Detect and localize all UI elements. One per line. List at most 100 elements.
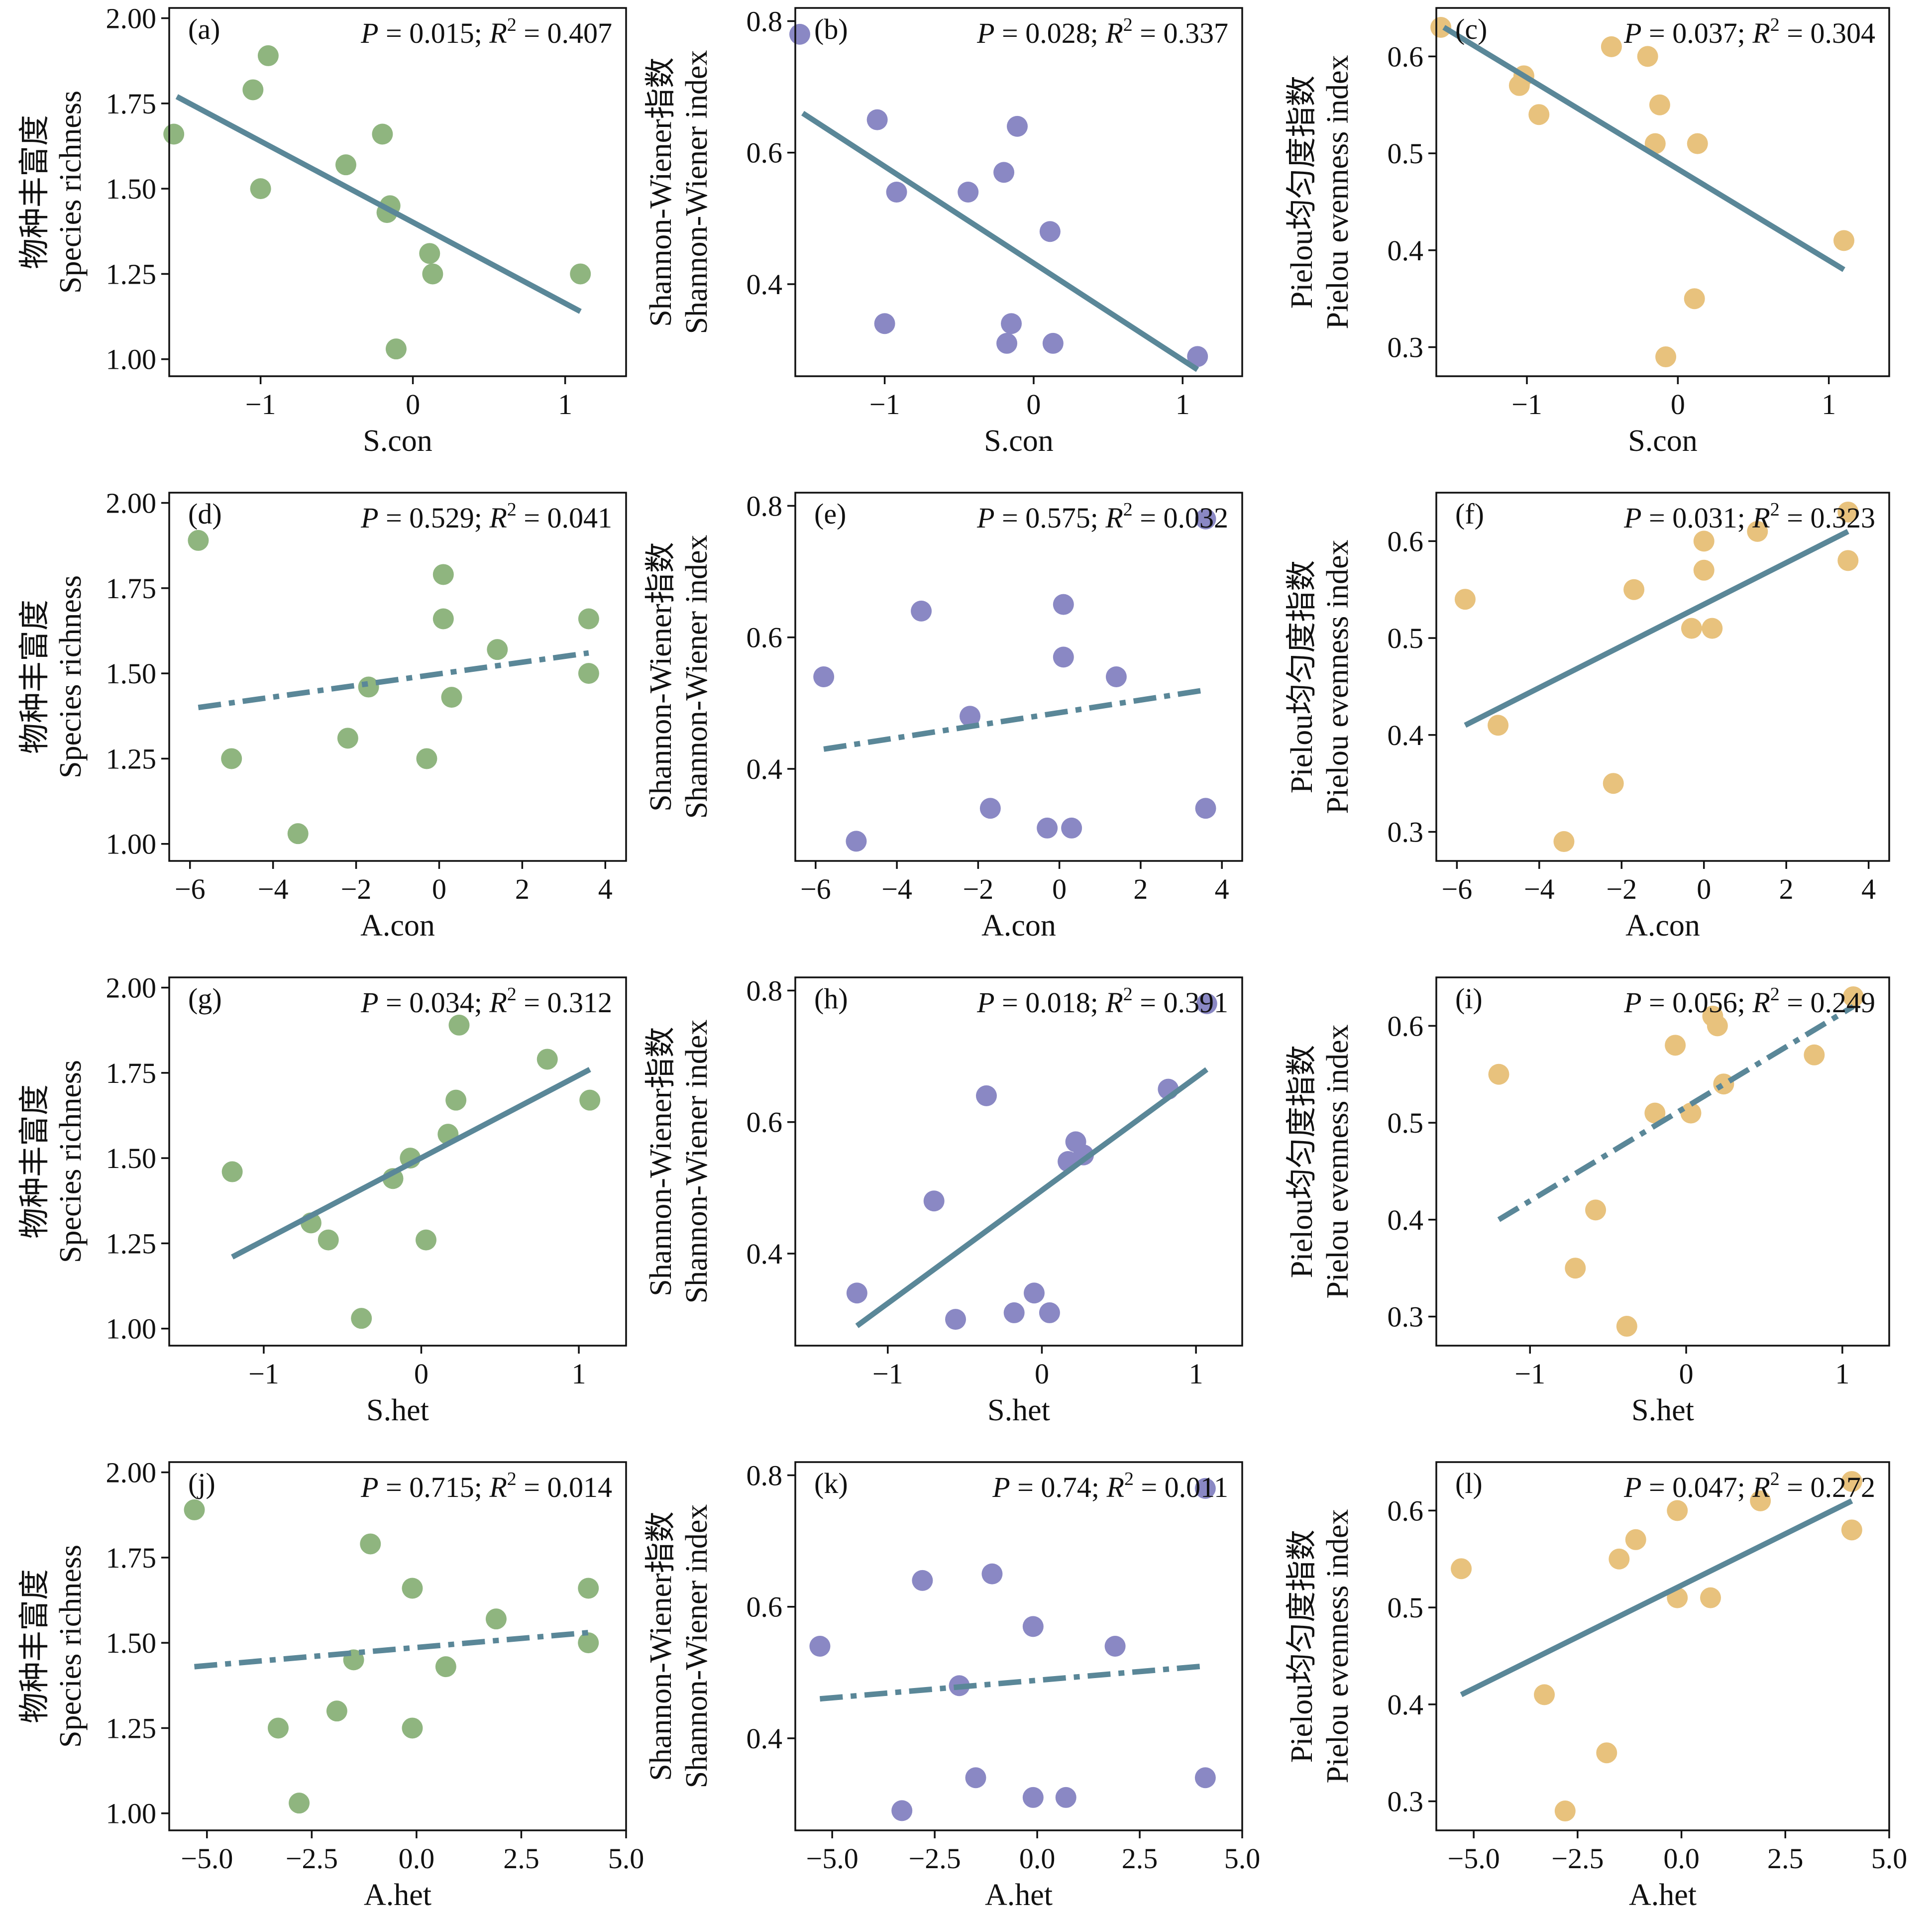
y-axis-label-en: Pielou evenness index	[1321, 1509, 1355, 1783]
r-squared-value: = 0.014	[517, 1471, 612, 1503]
data-point	[1616, 1316, 1637, 1337]
data-point	[1684, 288, 1705, 310]
y-tick-label: 1.00	[106, 828, 157, 860]
p-value: = 0.031;	[1642, 502, 1753, 534]
x-tick-label: −2	[1606, 873, 1637, 905]
fit-line	[801, 110, 1199, 372]
panel-h: −1 0 1 0.4 0.6 0.8 S.het Shannon-Wiener指数 Shanno…	[644, 974, 1243, 1427]
panel-label: (d)	[188, 498, 222, 530]
data-point	[485, 1608, 507, 1630]
x-tick-label: 1	[1176, 388, 1190, 421]
panel-g: −1 0 1 1.00 1.25 1.50 1.75 2.00 S.het 物种丰富度 Specie…	[18, 972, 627, 1427]
x-tick-label: 4	[598, 873, 613, 905]
data-point	[1194, 1478, 1216, 1499]
r-symbol: R	[1752, 986, 1770, 1019]
data-point	[1037, 817, 1058, 839]
r-symbol: R	[489, 1471, 507, 1503]
y-tick-label: 0.8	[747, 5, 783, 37]
plot-frame	[168, 1461, 627, 1831]
y-tick-label: 0.4	[747, 753, 783, 785]
fit-line	[1442, 25, 1845, 272]
fit-line-dashed	[198, 650, 589, 711]
y-axis-label-cn: 物种丰富度	[18, 115, 52, 269]
y-axis-label-cn: 物种丰富度	[18, 1084, 52, 1239]
y-tick-label: 2.00	[106, 1457, 157, 1489]
r-squared-value: = 0.312	[517, 986, 612, 1019]
y-axis-label-cn: 物种丰富度	[18, 1569, 52, 1723]
data-point	[1649, 94, 1670, 115]
plot-frame	[1435, 976, 1890, 1347]
x-tick-label: −4	[1524, 873, 1555, 905]
y-tick-label: 1.25	[106, 1227, 157, 1260]
r-symbol: R	[489, 17, 507, 49]
x-tick-label: 5.0	[608, 1842, 644, 1875]
x-tick-label: 0.0	[1019, 1842, 1056, 1875]
x-axis-label: A.con	[1625, 909, 1700, 943]
x-tick-label: 0	[406, 388, 420, 421]
data-point	[578, 608, 599, 630]
fit-line	[175, 94, 582, 314]
y-axis-label-en: Shannon-Wiener index	[680, 1020, 714, 1304]
x-tick-label: −6	[800, 873, 831, 905]
fit-line-dashed	[819, 1663, 1206, 1702]
x-tick-label: −6	[175, 873, 206, 905]
y-axis-label-cn: Shannon-Wiener指数	[644, 542, 678, 812]
y-tick-label: 0.4	[1388, 1204, 1424, 1236]
panel-f: −6 −4 −2 0 2 4 0.3 0.4 0.5 0.6 A.con Pielou均匀度指数 Pie…	[1285, 492, 1890, 943]
data-point	[1804, 1044, 1825, 1065]
data-point	[1039, 1302, 1060, 1323]
panel-k: −5.0 −2.5 0.0 2.5 5.0 0.4 0.6 0.8 A.het Shannon-W…	[644, 1459, 1260, 1906]
x-axis-label: S.con	[1628, 424, 1698, 458]
data-point	[1488, 1063, 1509, 1085]
data-point	[981, 1563, 1003, 1585]
fit-line	[1460, 1498, 1853, 1697]
data-point	[1105, 666, 1127, 687]
data-point	[188, 529, 209, 551]
x-axis-label: S.con	[363, 424, 432, 458]
plot-frame	[794, 1461, 1243, 1831]
panel-j: −5.0 −2.5 0.0 2.5 5.0 1.00 1.25 1.50 1.75 2.00 A.h…	[18, 1457, 644, 1906]
x-tick-label: 0	[1026, 388, 1041, 421]
data-point	[326, 1700, 347, 1722]
r-symbol: R	[1105, 986, 1123, 1019]
y-tick-label: 0.6	[747, 622, 783, 654]
stat-annotation: P = 0.031; R2 = 0.323	[1623, 499, 1875, 534]
data-point	[1039, 221, 1061, 242]
x-tick-label: −5.0	[1448, 1842, 1500, 1875]
x-tick-label: −1	[872, 1358, 903, 1390]
r-squared-value: = 0.391	[1133, 986, 1228, 1019]
r-symbol: R	[1752, 17, 1770, 49]
data-point	[923, 1190, 945, 1212]
y-tick-label: 0.6	[747, 1591, 783, 1623]
y-tick-label: 0.6	[1388, 40, 1424, 73]
y-tick-label: 0.4	[747, 1722, 783, 1755]
data-point	[441, 687, 462, 708]
data-point	[570, 263, 591, 285]
x-tick-label: −1	[248, 1358, 279, 1390]
r-superscript: 2	[1770, 499, 1780, 520]
y-tick-label: 0.8	[747, 490, 783, 522]
data-point	[911, 600, 932, 622]
y-axis-label-en: Species richness	[54, 1545, 88, 1748]
data-point	[1023, 1282, 1045, 1304]
x-axis-label: S.het	[1631, 1393, 1694, 1427]
r-superscript: 2	[1124, 1469, 1134, 1489]
r-squared-value: = 0.337	[1133, 17, 1228, 49]
data-point	[1702, 618, 1723, 639]
data-point	[422, 263, 443, 285]
y-tick-label: 1.75	[106, 1057, 157, 1089]
data-point	[886, 182, 907, 203]
data-point	[351, 1308, 372, 1329]
x-tick-label: −5.0	[181, 1842, 233, 1875]
p-symbol: P	[976, 17, 994, 49]
y-axis-label-cn: Shannon-Wiener指数	[644, 1511, 678, 1781]
stat-annotation: P = 0.529; R2 = 0.041	[360, 499, 612, 534]
data-point	[448, 1014, 470, 1036]
data-point	[1644, 133, 1666, 154]
panel-d: −6 −4 −2 0 2 4 1.00 1.25 1.50 1.75 2.00 A.con 物种丰富度 S…	[18, 487, 627, 943]
y-tick-label: 1.75	[106, 88, 157, 120]
data-point	[1187, 346, 1208, 367]
data-point	[1565, 1258, 1586, 1279]
panel-b: −1 0 1 0.4 0.6 0.8 S.con Shannon-Wiener指数 Shanno…	[644, 5, 1243, 458]
data-point	[372, 123, 393, 145]
